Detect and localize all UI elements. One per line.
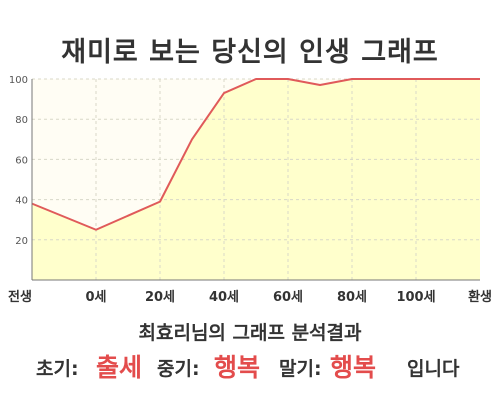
x-tick-label: 80세 (337, 290, 367, 305)
x-tick-label: 60세 (273, 290, 303, 305)
life-graph-chart: 20 40 60 80 100 전생 0세 20세 40세 60세 80세 100세 환생 (8, 75, 492, 305)
x-tick-label: 전생 (8, 289, 32, 305)
middle-value: 행복 (214, 353, 261, 382)
middle-label: 중기: (157, 358, 200, 380)
y-tick-label: 80 (15, 115, 28, 126)
y-tick-label: 40 (15, 196, 28, 207)
x-tick-label: 100세 (396, 290, 435, 305)
late-value: 행복 (330, 353, 377, 382)
early-label: 초기: (36, 358, 79, 380)
result-ending: 입니다 (407, 358, 460, 380)
result-summary: 초기: 출세 중기: 행복 말기: 행복 입니다 (0, 346, 500, 386)
x-tick-label: 환생 (468, 289, 492, 305)
y-tick-label: 100 (9, 75, 28, 86)
late-label: 말기: (279, 358, 322, 380)
chart-title: 재미로 보는 당신의 인생 그래프 (61, 37, 439, 68)
x-tick-label: 40세 (209, 290, 239, 305)
result-heading: 최효리님의 그래프 분석결과 (138, 322, 362, 344)
y-tick-label: 20 (15, 236, 28, 247)
x-tick-label: 0세 (85, 290, 106, 305)
series-line (31, 78, 480, 231)
early-value: 출세 (96, 353, 143, 382)
series-area (32, 79, 480, 280)
y-tick-label: 60 (15, 155, 28, 166)
x-tick-label: 20세 (145, 290, 175, 305)
